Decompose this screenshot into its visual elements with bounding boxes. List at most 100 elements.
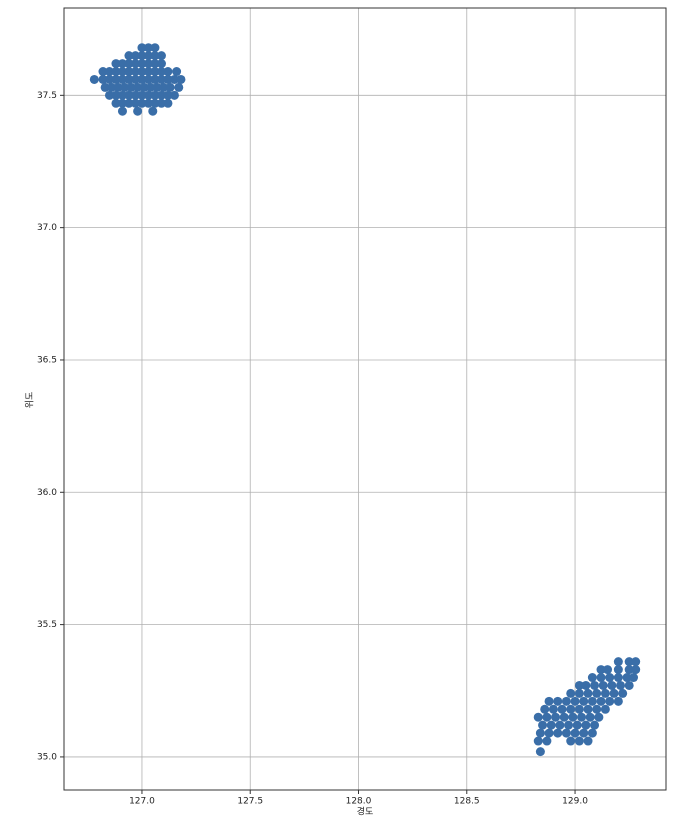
point — [535, 728, 545, 738]
point — [581, 720, 591, 730]
point — [564, 720, 574, 730]
point — [587, 696, 597, 706]
point — [624, 657, 634, 667]
point — [130, 59, 140, 69]
point — [111, 67, 121, 77]
point — [137, 74, 147, 84]
point — [587, 673, 597, 683]
point — [566, 704, 576, 714]
point — [596, 696, 606, 706]
point — [559, 712, 569, 722]
point — [598, 680, 608, 690]
point — [566, 688, 576, 698]
point — [159, 82, 169, 92]
point — [174, 82, 184, 92]
point — [579, 728, 589, 738]
point — [587, 728, 597, 738]
point — [156, 51, 166, 61]
point — [117, 90, 127, 100]
point — [544, 696, 554, 706]
point — [143, 74, 153, 84]
point — [113, 82, 123, 92]
point — [583, 704, 593, 714]
point — [163, 98, 173, 108]
point — [117, 67, 127, 77]
point — [551, 712, 561, 722]
point — [152, 82, 162, 92]
point — [107, 82, 117, 92]
point — [613, 673, 623, 683]
point — [555, 720, 565, 730]
point — [163, 74, 173, 84]
point — [143, 51, 153, 61]
point — [130, 98, 140, 108]
point — [566, 736, 576, 746]
point — [544, 728, 554, 738]
point — [133, 82, 143, 92]
point — [535, 747, 545, 757]
point — [592, 704, 602, 714]
y-tick-label: 35.0 — [37, 752, 57, 762]
point — [150, 51, 160, 61]
point — [137, 98, 147, 108]
point — [124, 98, 134, 108]
x-tick-label: 129.0 — [562, 797, 588, 807]
point — [553, 696, 563, 706]
point — [568, 712, 578, 722]
point — [172, 67, 182, 77]
point — [592, 688, 602, 698]
point — [150, 90, 160, 100]
point — [570, 728, 580, 738]
point — [156, 59, 166, 69]
point — [600, 688, 610, 698]
point — [143, 59, 153, 69]
point — [111, 98, 121, 108]
point — [577, 712, 587, 722]
point — [143, 90, 153, 100]
point — [124, 74, 134, 84]
point — [533, 712, 543, 722]
y-tick-label: 37.0 — [37, 223, 57, 233]
point — [542, 712, 552, 722]
point — [111, 74, 121, 84]
point — [137, 67, 147, 77]
point — [570, 696, 580, 706]
point — [126, 82, 136, 92]
point — [546, 720, 556, 730]
point — [572, 720, 582, 730]
point — [590, 680, 600, 690]
point — [143, 43, 153, 53]
point — [111, 90, 121, 100]
point — [561, 728, 571, 738]
point — [629, 673, 639, 683]
point — [600, 704, 610, 714]
point — [613, 657, 623, 667]
point — [605, 673, 615, 683]
point — [540, 704, 550, 714]
point — [156, 90, 166, 100]
y-tick-label: 35.5 — [37, 620, 57, 630]
point — [553, 728, 563, 738]
point — [124, 59, 134, 69]
point — [130, 67, 140, 77]
y-tick-label: 37.5 — [37, 91, 57, 101]
point — [618, 688, 628, 698]
point — [538, 720, 548, 730]
point — [609, 688, 619, 698]
x-tick-label: 128.0 — [346, 797, 372, 807]
point — [624, 665, 634, 675]
point — [124, 51, 134, 61]
y-axis-label: 위도 — [25, 392, 36, 409]
point — [605, 696, 615, 706]
point — [581, 680, 591, 690]
plot-frame — [63, 7, 667, 791]
point — [613, 665, 623, 675]
point — [542, 736, 552, 746]
point — [137, 43, 147, 53]
x-tick-label: 127.0 — [129, 797, 155, 807]
point — [150, 98, 160, 108]
point — [596, 665, 606, 675]
point — [548, 704, 558, 714]
x-tick-label: 128.5 — [454, 797, 480, 807]
